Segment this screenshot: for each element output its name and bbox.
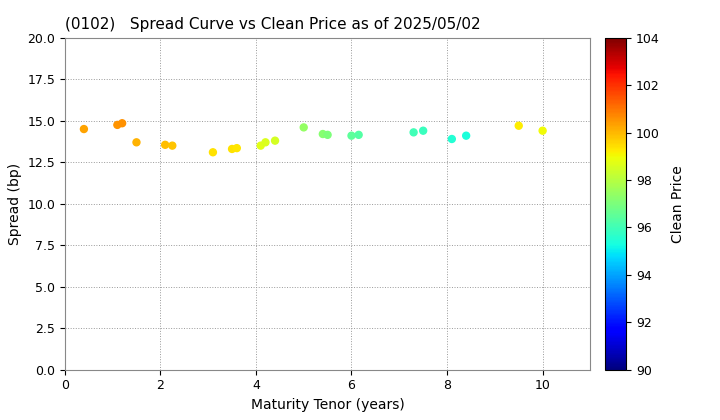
X-axis label: Maturity Tenor (years): Maturity Tenor (years) bbox=[251, 398, 405, 412]
Point bbox=[460, 132, 472, 139]
Point bbox=[159, 142, 171, 148]
Point bbox=[446, 136, 458, 142]
Point bbox=[231, 145, 243, 152]
Y-axis label: Spread (bp): Spread (bp) bbox=[8, 163, 22, 245]
Point bbox=[322, 131, 333, 138]
Point bbox=[317, 131, 328, 137]
Point bbox=[537, 127, 549, 134]
Text: (0102)   Spread Curve vs Clean Price as of 2025/05/02: (0102) Spread Curve vs Clean Price as of… bbox=[65, 18, 480, 32]
Point bbox=[78, 126, 90, 132]
Point bbox=[260, 139, 271, 146]
Point bbox=[346, 132, 357, 139]
Y-axis label: Clean Price: Clean Price bbox=[671, 165, 685, 243]
Point bbox=[513, 122, 524, 129]
Point bbox=[269, 137, 281, 144]
Point bbox=[112, 121, 123, 128]
Point bbox=[226, 146, 238, 152]
Point bbox=[418, 127, 429, 134]
Point bbox=[255, 142, 266, 149]
Point bbox=[408, 129, 419, 136]
Point bbox=[298, 124, 310, 131]
Point bbox=[207, 149, 219, 156]
Point bbox=[353, 131, 364, 138]
Point bbox=[117, 120, 128, 126]
Point bbox=[131, 139, 143, 146]
Point bbox=[166, 142, 178, 149]
